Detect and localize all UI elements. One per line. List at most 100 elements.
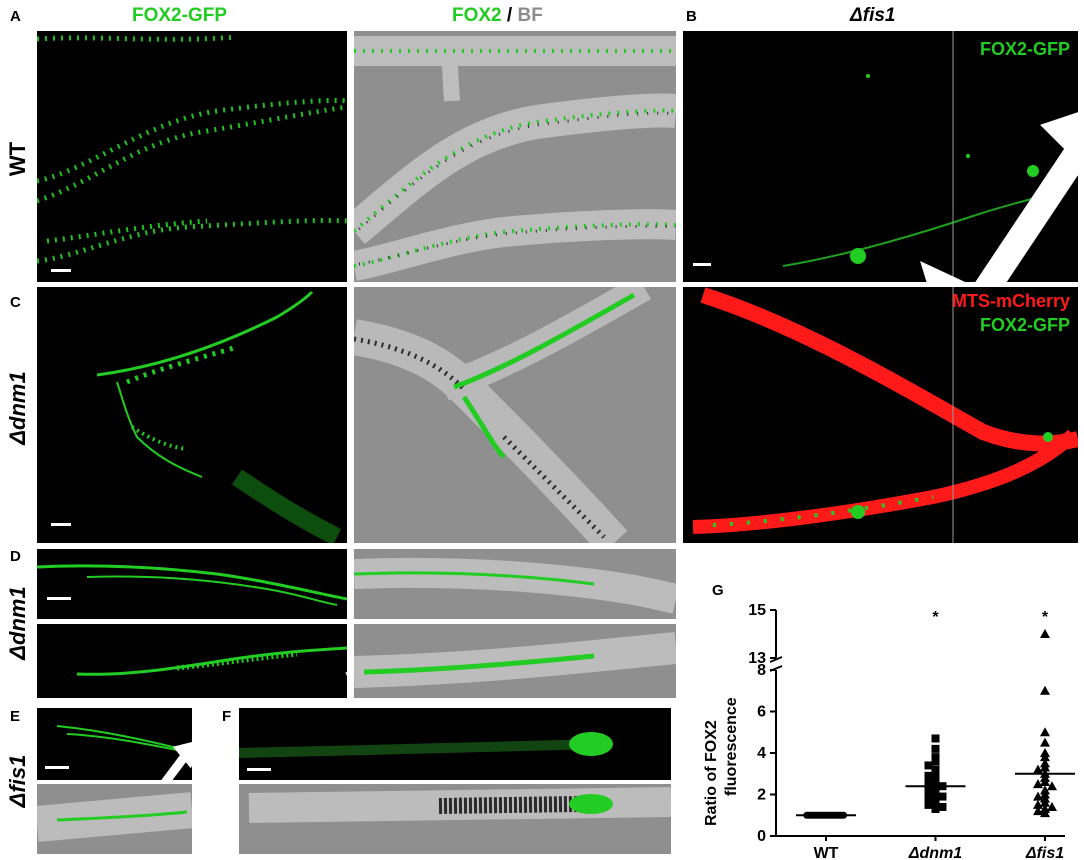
g-x-tick-label: Δdnm1: [908, 845, 963, 860]
g-point: [931, 753, 940, 762]
panel-d-fox2-gfp-image-bottom: [37, 624, 347, 698]
overlay-b-fox2-gfp: FOX2-GFP: [979, 39, 1070, 59]
g-point: [924, 780, 933, 789]
g-y-tick-label: 6: [757, 704, 766, 721]
panel-d-fox2-gfp-image-top: [37, 549, 347, 619]
row-label-dnm1-d: Δdnm1: [5, 586, 30, 660]
panel-b-fox2-gfp-image: FOX2-GFP: [683, 31, 1078, 282]
g-point: [1040, 727, 1050, 737]
panel-a-fox2-gfp-image: [37, 31, 347, 282]
g-point: [1040, 737, 1050, 747]
panel-f-fox2-bf-image: [239, 784, 671, 854]
g-point: [931, 778, 940, 787]
g-point: [931, 798, 940, 807]
scale-bar-a: [51, 269, 71, 272]
header-fox2: FOX2: [452, 5, 502, 26]
g-point: [938, 802, 947, 811]
g-point: [1040, 762, 1050, 772]
g-x-tick-label: Δfis1: [1025, 845, 1064, 860]
g-axis-break: [769, 656, 783, 663]
g-point: [924, 800, 933, 809]
header-fox2-bf: FOX2 / BF: [452, 5, 543, 27]
header-slash: /: [501, 5, 518, 26]
g-point: [1040, 685, 1050, 695]
arrow-icon: [975, 112, 1078, 282]
panel-label-g: G: [712, 582, 724, 599]
g-point: [931, 805, 940, 814]
g-point: [931, 734, 940, 743]
panel-label-f: F: [222, 708, 232, 725]
panel-c-fox2-gfp-image: [37, 287, 347, 543]
g-y-tick-label: 2: [757, 787, 766, 804]
g-point: [931, 794, 940, 803]
g-point: [1040, 629, 1050, 638]
g-point: [931, 765, 940, 774]
g-y-tick-label: 0: [757, 828, 766, 845]
arrow-icon: [345, 672, 347, 676]
g-y-tick-label: 4: [757, 745, 766, 762]
g-y-tick-label: 8: [757, 662, 766, 679]
panel-d-fox2-bf-image-top: [354, 549, 676, 619]
g-point: [924, 786, 933, 795]
g-point: [931, 788, 940, 797]
g-point: [1040, 752, 1050, 762]
panel-label-d: D: [10, 548, 21, 565]
arrowhead-icon: [593, 820, 671, 854]
row-label-fis1-e: Δfis1: [5, 754, 30, 808]
scale-bar-f: [247, 768, 271, 771]
panel-label-e: E: [10, 708, 21, 725]
g-point: [1040, 797, 1050, 807]
scale-bar-d: [47, 597, 71, 600]
row-label-dnm1-c: Δdnm1: [5, 371, 30, 445]
g-y-tick-label: 15: [748, 602, 766, 619]
g-y-tick-label: 13: [748, 650, 766, 667]
g-significance: *: [932, 609, 939, 626]
g-point: [1047, 781, 1057, 791]
panel-f-fox2-gfp-image: [239, 708, 671, 780]
g-significance: *: [1042, 609, 1049, 626]
g-point: [1040, 808, 1050, 818]
g-point: [1033, 806, 1043, 816]
g-point: [924, 775, 933, 784]
g-point: [924, 796, 933, 805]
overlay-b-mts-mcherry: MTS-mCherry: [951, 291, 1070, 311]
panel-g-chart: 0 2 4 6 813 15 WT Δdnm1 * Δfis1 * Ratio of FOX2 flu…: [703, 602, 1075, 860]
scale-bar-b: [693, 263, 711, 266]
panel-d-fox2-bf-image-bottom: [354, 624, 676, 698]
g-point: [1047, 801, 1057, 811]
panel-e-fox2-bf-image: [37, 784, 192, 854]
arrow-icon: [239, 495, 347, 543]
g-point: [931, 773, 940, 782]
overlay-b-fox2-gfp-merge: FOX2-GFP: [979, 315, 1070, 335]
panel-label-c: C: [10, 294, 21, 311]
g-point: [931, 784, 940, 793]
arrowhead-icon: [920, 261, 966, 282]
panel-a-fox2-bf-image: [354, 31, 676, 282]
g-point: [924, 761, 933, 770]
scale-bar-e: [45, 766, 69, 769]
header-bf: BF: [517, 5, 543, 26]
scale-bar-c: [51, 523, 71, 526]
g-x-tick-label: WT: [814, 845, 839, 860]
header-b-fis1: Δfis1: [850, 5, 896, 26]
g-point: [931, 769, 940, 778]
g-point: [1033, 764, 1043, 774]
panel-c-fox2-bf-image: [354, 287, 676, 543]
header-fox2-gfp: FOX2-GFP: [132, 5, 228, 26]
panel-e-fox2-gfp-image: [37, 708, 192, 780]
g-point: [931, 757, 940, 766]
panel-label-a: A: [10, 8, 21, 25]
g-point: [931, 744, 940, 753]
arrow-icon: [161, 742, 192, 780]
g-point: [1040, 777, 1050, 787]
g-ylabel: Ratio of FOX2 fluorescence: [703, 697, 740, 826]
g-point: [1033, 779, 1043, 789]
row-label-wt: WT: [5, 141, 30, 177]
g-point: [924, 771, 933, 780]
panel-label-b: B: [686, 8, 697, 25]
g-point: [924, 790, 933, 799]
g-point: [938, 792, 947, 801]
g-point: [1033, 799, 1043, 809]
g-point: [1033, 791, 1043, 801]
panel-b-merge-image: MTS-mCherry FOX2-GFP: [683, 287, 1078, 543]
